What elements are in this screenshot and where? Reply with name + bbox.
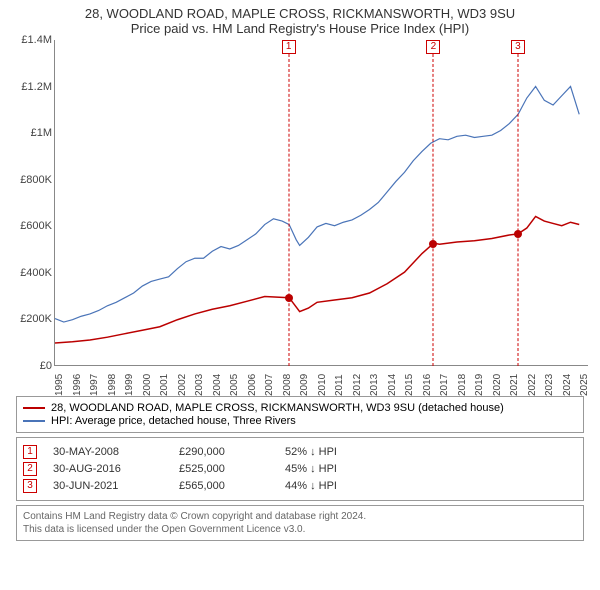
- x-axis-label: 2020: [492, 372, 504, 396]
- event-row: 2 30-AUG-2016 £525,000 45% ↓ HPI: [23, 462, 577, 476]
- event-hpi: 45% ↓ HPI: [285, 463, 337, 475]
- y-axis-label: £1M: [8, 127, 52, 139]
- marker-dot-2: [429, 240, 437, 248]
- event-hpi: 44% ↓ HPI: [285, 480, 337, 492]
- event-hpi: 52% ↓ HPI: [285, 446, 337, 458]
- y-axis-label: £400K: [8, 267, 52, 279]
- event-date: 30-JUN-2021: [53, 480, 163, 492]
- x-axis-label: 2004: [212, 372, 224, 396]
- y-axis-label: £0: [8, 360, 52, 372]
- x-axis-label: 2025: [579, 372, 591, 396]
- x-axis-label: 2001: [159, 372, 171, 396]
- x-axis-label: 1995: [54, 372, 66, 396]
- event-price: £290,000: [179, 446, 269, 458]
- x-axis-label: 2002: [177, 372, 189, 396]
- marker-line-2: [433, 54, 434, 366]
- x-axis-label: 2021: [509, 372, 521, 396]
- chart-svg: [55, 40, 588, 365]
- footer-attribution: Contains HM Land Registry data © Crown c…: [16, 505, 584, 541]
- footer-line-2: This data is licensed under the Open Gov…: [23, 523, 577, 536]
- y-axis-label: £800K: [8, 174, 52, 186]
- x-axis-label: 2014: [387, 372, 399, 396]
- x-axis-label: 2009: [299, 372, 311, 396]
- x-axis-label: 2005: [229, 372, 241, 396]
- marker-dot-1: [285, 294, 293, 302]
- y-axis-label: £200K: [8, 313, 52, 325]
- legend: 28, WOODLAND ROAD, MAPLE CROSS, RICKMANS…: [16, 396, 584, 433]
- x-axis-label: 2013: [369, 372, 381, 396]
- event-row: 1 30-MAY-2008 £290,000 52% ↓ HPI: [23, 445, 577, 459]
- chart-area: £0£200K£400K£600K£800K£1M£1.2M£1.4M19951…: [8, 40, 592, 390]
- chart-subtitle: Price paid vs. HM Land Registry's House …: [8, 21, 592, 36]
- legend-swatch: [23, 407, 45, 409]
- x-axis-label: 2017: [439, 372, 451, 396]
- legend-row: 28, WOODLAND ROAD, MAPLE CROSS, RICKMANS…: [23, 402, 577, 414]
- marker-line-3: [517, 54, 518, 366]
- legend-swatch: [23, 420, 45, 422]
- x-axis-label: 2007: [264, 372, 276, 396]
- legend-label: HPI: Average price, detached house, Thre…: [51, 415, 296, 427]
- x-axis-label: 1998: [107, 372, 119, 396]
- marker-dot-3: [514, 230, 522, 238]
- event-badge: 1: [23, 445, 37, 459]
- x-axis-label: 2008: [282, 372, 294, 396]
- marker-badge-2: 2: [426, 40, 440, 54]
- x-axis-label: 1999: [124, 372, 136, 396]
- event-date: 30-AUG-2016: [53, 463, 163, 475]
- legend-label: 28, WOODLAND ROAD, MAPLE CROSS, RICKMANS…: [51, 402, 504, 414]
- y-axis-label: £600K: [8, 220, 52, 232]
- plot-region: [54, 40, 588, 366]
- x-axis-label: 1996: [72, 372, 84, 396]
- x-axis-label: 2010: [317, 372, 329, 396]
- event-price: £525,000: [179, 463, 269, 475]
- event-badge: 2: [23, 462, 37, 476]
- x-axis-label: 1997: [89, 372, 101, 396]
- x-axis-label: 2016: [422, 372, 434, 396]
- x-axis-label: 2018: [457, 372, 469, 396]
- event-price: £565,000: [179, 480, 269, 492]
- x-axis-label: 2023: [544, 372, 556, 396]
- x-axis-label: 2024: [562, 372, 574, 396]
- x-axis-label: 2019: [474, 372, 486, 396]
- x-axis-label: 2000: [142, 372, 154, 396]
- y-axis-label: £1.4M: [8, 34, 52, 46]
- y-axis-label: £1.2M: [8, 81, 52, 93]
- x-axis-label: 2012: [352, 372, 364, 396]
- footer-line-1: Contains HM Land Registry data © Crown c…: [23, 510, 577, 523]
- marker-badge-1: 1: [282, 40, 296, 54]
- event-badge: 3: [23, 479, 37, 493]
- x-axis-label: 2006: [247, 372, 259, 396]
- x-axis-label: 2011: [334, 372, 346, 396]
- event-row: 3 30-JUN-2021 £565,000 44% ↓ HPI: [23, 479, 577, 493]
- chart-title: 28, WOODLAND ROAD, MAPLE CROSS, RICKMANS…: [8, 6, 592, 21]
- series-hpi: [55, 86, 579, 322]
- marker-line-1: [288, 54, 289, 366]
- event-date: 30-MAY-2008: [53, 446, 163, 458]
- x-axis-label: 2003: [194, 372, 206, 396]
- events-table: 1 30-MAY-2008 £290,000 52% ↓ HPI 2 30-AUG-201…: [16, 437, 584, 501]
- marker-badge-3: 3: [511, 40, 525, 54]
- legend-row: HPI: Average price, detached house, Thre…: [23, 415, 577, 427]
- x-axis-label: 2022: [527, 372, 539, 396]
- series-price_paid: [55, 216, 579, 343]
- x-axis-label: 2015: [404, 372, 416, 396]
